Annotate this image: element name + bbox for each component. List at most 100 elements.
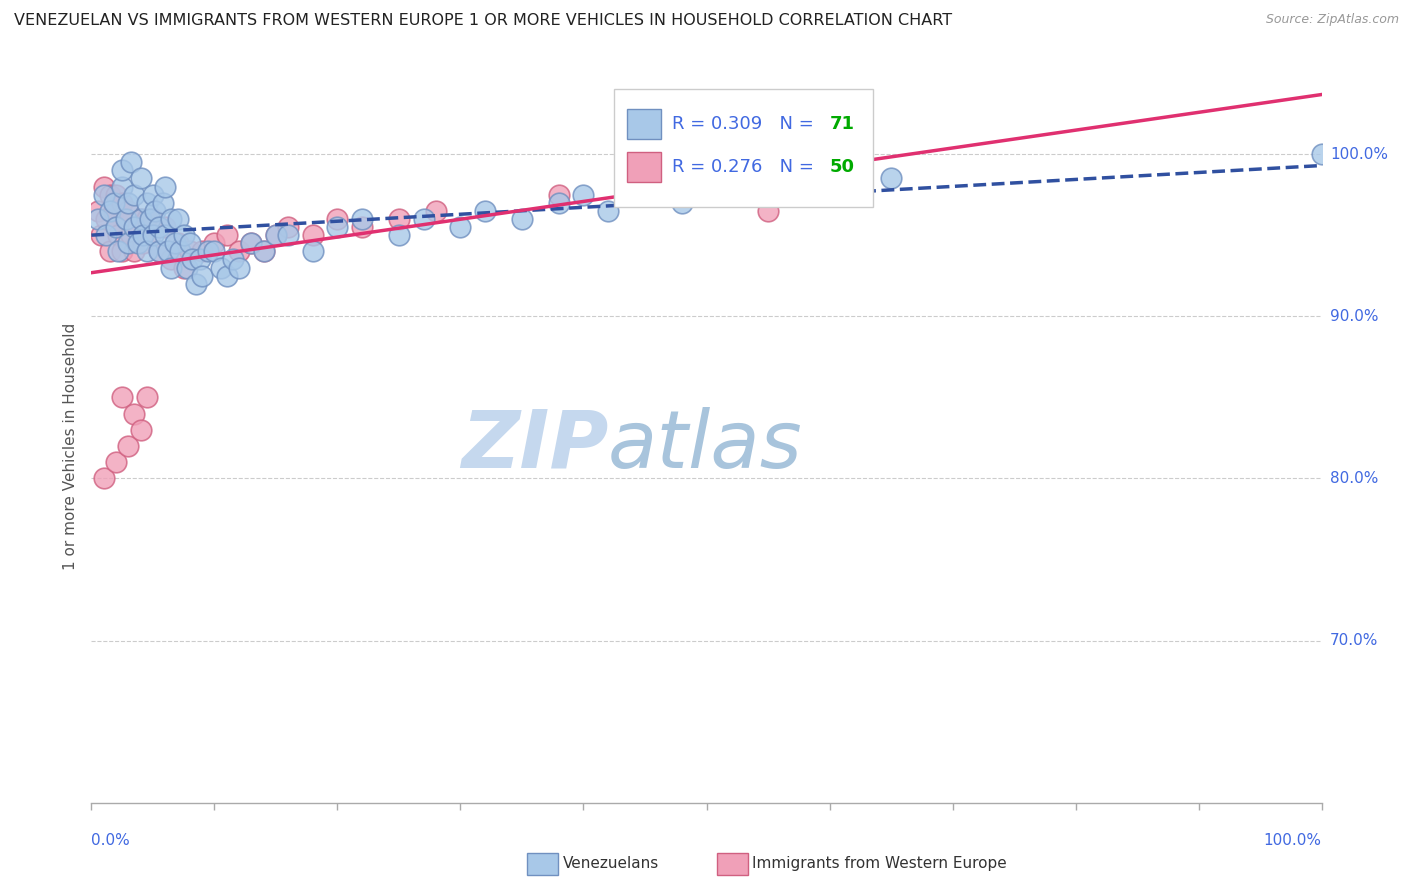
Point bbox=[142, 187, 165, 202]
Text: Source: ZipAtlas.com: Source: ZipAtlas.com bbox=[1265, 13, 1399, 27]
Y-axis label: 1 or more Vehicles in Household: 1 or more Vehicles in Household bbox=[63, 322, 79, 570]
Point bbox=[160, 211, 183, 226]
Point bbox=[105, 220, 127, 235]
Point bbox=[129, 423, 152, 437]
Point bbox=[114, 211, 138, 226]
Point bbox=[93, 179, 115, 194]
Point bbox=[111, 163, 134, 178]
Point bbox=[105, 455, 127, 469]
Point bbox=[228, 244, 250, 259]
Point bbox=[139, 228, 162, 243]
Point bbox=[93, 471, 115, 485]
Point bbox=[148, 220, 170, 235]
Point bbox=[156, 244, 179, 259]
Point bbox=[191, 244, 214, 259]
Point bbox=[181, 252, 204, 267]
Point bbox=[124, 187, 146, 202]
Text: 70.0%: 70.0% bbox=[1330, 633, 1378, 648]
Point bbox=[388, 211, 411, 226]
Point bbox=[163, 236, 186, 251]
Point bbox=[240, 236, 263, 251]
Point bbox=[188, 252, 211, 267]
Point bbox=[173, 260, 195, 275]
Point bbox=[105, 220, 127, 235]
Point bbox=[202, 244, 225, 259]
Point bbox=[388, 228, 411, 243]
Point bbox=[352, 211, 374, 226]
Point bbox=[135, 244, 157, 259]
Point bbox=[671, 195, 693, 210]
Text: 100.0%: 100.0% bbox=[1330, 146, 1388, 161]
Point bbox=[547, 187, 569, 202]
Point bbox=[148, 244, 170, 259]
Point bbox=[253, 244, 276, 259]
Text: R = 0.276   N =: R = 0.276 N = bbox=[672, 158, 820, 176]
Point bbox=[142, 211, 165, 226]
Point bbox=[326, 220, 349, 235]
Point bbox=[166, 236, 188, 251]
Point bbox=[179, 236, 201, 251]
Point bbox=[153, 179, 177, 194]
Point bbox=[120, 155, 142, 169]
Point bbox=[90, 228, 112, 243]
Point bbox=[277, 228, 299, 243]
Point bbox=[510, 211, 533, 226]
Point bbox=[160, 252, 183, 267]
Point bbox=[127, 220, 149, 235]
Point bbox=[142, 228, 165, 243]
Point bbox=[117, 439, 139, 453]
Text: 80.0%: 80.0% bbox=[1330, 471, 1378, 486]
Text: atlas: atlas bbox=[607, 407, 803, 485]
Point bbox=[215, 228, 238, 243]
Text: 100.0%: 100.0% bbox=[1264, 833, 1322, 848]
Point bbox=[148, 244, 170, 259]
Point bbox=[111, 179, 134, 194]
Point bbox=[124, 220, 146, 235]
Point bbox=[105, 187, 127, 202]
Point bbox=[117, 203, 139, 218]
Point bbox=[98, 187, 121, 202]
Point bbox=[129, 211, 152, 226]
Point bbox=[132, 236, 155, 251]
Point bbox=[135, 390, 157, 404]
Point bbox=[215, 268, 238, 283]
Point bbox=[253, 244, 276, 259]
Point bbox=[756, 203, 779, 218]
Point bbox=[184, 277, 207, 291]
Point bbox=[103, 203, 125, 218]
Point bbox=[264, 228, 287, 243]
Point bbox=[132, 228, 155, 243]
Text: Venezuelans: Venezuelans bbox=[562, 856, 658, 871]
Point bbox=[209, 260, 232, 275]
Point bbox=[117, 195, 139, 210]
Point bbox=[139, 211, 162, 226]
Point bbox=[222, 252, 245, 267]
Point bbox=[93, 187, 115, 202]
Point bbox=[111, 390, 134, 404]
Point bbox=[425, 203, 447, 218]
Point bbox=[114, 211, 138, 226]
Point bbox=[129, 171, 152, 186]
Point bbox=[202, 236, 225, 251]
Point bbox=[880, 171, 903, 186]
Point bbox=[695, 179, 717, 194]
Point bbox=[111, 195, 134, 210]
Text: 90.0%: 90.0% bbox=[1330, 309, 1378, 324]
Point bbox=[1310, 147, 1333, 161]
Point bbox=[129, 211, 152, 226]
Point bbox=[153, 228, 177, 243]
Point bbox=[352, 220, 374, 235]
Point bbox=[107, 244, 129, 259]
Point bbox=[117, 236, 139, 251]
Point bbox=[98, 203, 121, 218]
Point bbox=[145, 203, 166, 218]
Point bbox=[173, 228, 195, 243]
Point bbox=[197, 244, 219, 259]
Point bbox=[301, 228, 323, 243]
Point bbox=[86, 211, 108, 226]
Point bbox=[240, 236, 263, 251]
Point bbox=[169, 244, 191, 259]
Point bbox=[124, 407, 146, 421]
Point bbox=[176, 260, 198, 275]
Text: 50: 50 bbox=[830, 158, 855, 176]
